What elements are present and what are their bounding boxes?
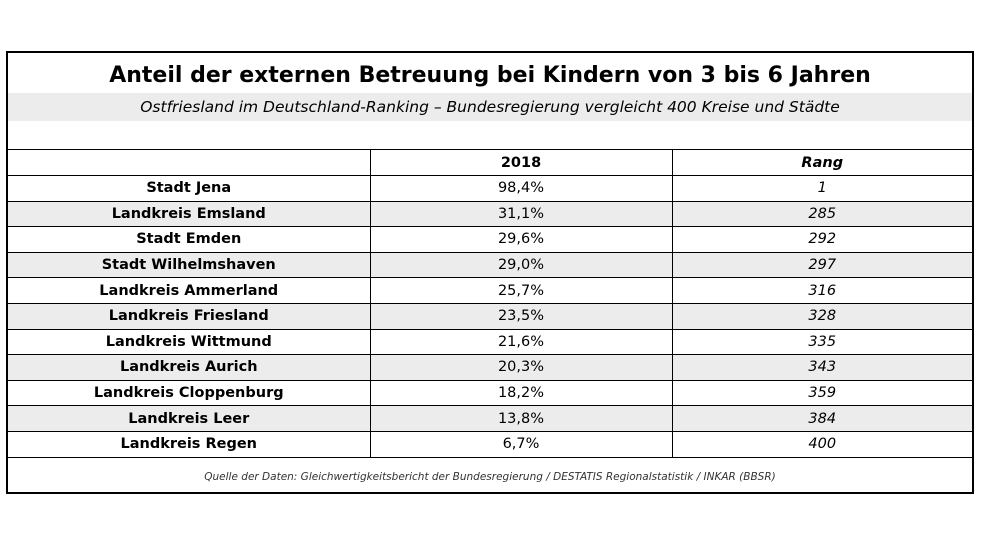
chart-subtitle: Ostfriesland im Deutschland-Ranking – Bu… bbox=[8, 93, 972, 121]
source-note: Quelle der Daten: Gleichwertigkeitsberic… bbox=[204, 471, 776, 483]
table-row: Landkreis Leer 13,8% 384 bbox=[8, 405, 972, 432]
rank-cell: 316 bbox=[671, 277, 972, 304]
rank-cell: 297 bbox=[671, 251, 972, 279]
rank-cell: 285 bbox=[671, 200, 972, 228]
table-row: Landkreis Aurich 20,3% 343 bbox=[8, 354, 972, 381]
share-2018-cell: 29,0% bbox=[369, 251, 673, 279]
column-header-rank: Rang bbox=[671, 149, 972, 176]
share-2018-cell: 6,7% bbox=[369, 430, 673, 458]
table-row: Stadt Jena 98,4% 1 bbox=[8, 175, 972, 202]
rank-cell: 1 bbox=[671, 175, 972, 202]
share-2018-cell: 25,7% bbox=[369, 277, 673, 304]
share-2018-cell: 98,4% bbox=[369, 175, 673, 202]
rank-cell: 328 bbox=[671, 302, 972, 330]
region-name-cell: Stadt Wilhelmshaven bbox=[8, 251, 371, 279]
column-header-name bbox=[8, 149, 371, 176]
share-2018-cell: 13,8% bbox=[369, 405, 673, 432]
share-2018-cell: 23,5% bbox=[369, 302, 673, 330]
region-name-cell: Landkreis Emsland bbox=[8, 200, 371, 228]
rank-cell: 400 bbox=[671, 430, 972, 458]
table-row: Landkreis Regen 6,7% 400 bbox=[8, 430, 972, 458]
table-body: Stadt Jena 98,4% 1 Landkreis Emsland 31,1% 28… bbox=[8, 175, 972, 458]
region-name-cell: Landkreis Wittmund bbox=[8, 328, 371, 356]
table-row: Landkreis Wittmund 21,6% 335 bbox=[8, 328, 972, 356]
table-row: Landkreis Friesland 23,5% 328 bbox=[8, 302, 972, 330]
region-name-cell: Landkreis Regen bbox=[8, 430, 371, 458]
rank-cell: 384 bbox=[671, 405, 972, 432]
rank-cell: 335 bbox=[671, 328, 972, 356]
region-name-cell: Landkreis Leer bbox=[8, 405, 371, 432]
table-row: Landkreis Ammerland 25,7% 316 bbox=[8, 277, 972, 304]
region-name-cell: Landkreis Cloppenburg bbox=[8, 379, 371, 407]
header-row: 2018 Rang bbox=[8, 149, 972, 176]
rank-cell: 359 bbox=[671, 379, 972, 407]
rank-cell: 343 bbox=[671, 354, 972, 381]
region-name-cell: Stadt Jena bbox=[8, 175, 371, 202]
share-2018-cell: 31,1% bbox=[369, 200, 673, 228]
table-row: Landkreis Emsland 31,1% 285 bbox=[8, 200, 972, 228]
table-row: Stadt Emden 29,6% 292 bbox=[8, 226, 972, 253]
chart-title: Anteil der externen Betreuung bei Kinder… bbox=[109, 63, 871, 88]
region-name-cell: Landkreis Aurich bbox=[8, 354, 371, 381]
table-row: Landkreis Cloppenburg 18,2% 359 bbox=[8, 379, 972, 407]
column-header-year: 2018 bbox=[369, 149, 673, 176]
rank-cell: 292 bbox=[671, 226, 972, 253]
table-row: Stadt Wilhelmshaven 29,0% 297 bbox=[8, 251, 972, 279]
chart-frame: Anteil der externen Betreuung bei Kinder… bbox=[6, 51, 974, 494]
region-name-cell: Landkreis Ammerland bbox=[8, 277, 371, 304]
region-name-cell: Stadt Emden bbox=[8, 226, 371, 253]
share-2018-cell: 21,6% bbox=[369, 328, 673, 356]
share-2018-cell: 29,6% bbox=[369, 226, 673, 253]
share-2018-cell: 20,3% bbox=[369, 354, 673, 381]
region-name-cell: Landkreis Friesland bbox=[8, 302, 371, 330]
data-table: 2018 Rang Stadt Jena 98,4% 1 Landkreis Emsl… bbox=[8, 149, 972, 458]
share-2018-cell: 18,2% bbox=[369, 379, 673, 407]
